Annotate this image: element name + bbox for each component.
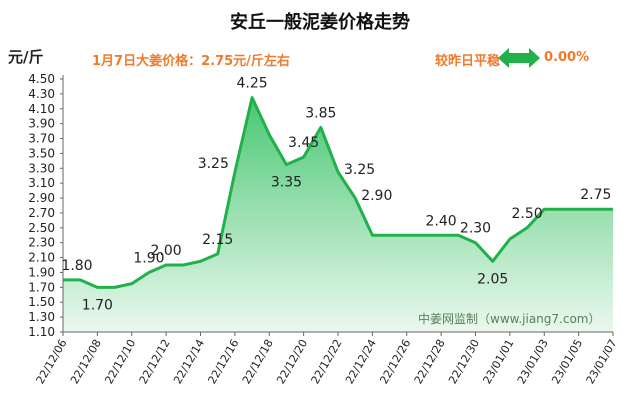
x-axis-ticks: 22/12/0622/12/0822/12/1022/12/1222/12/14… xyxy=(34,332,620,386)
x-tick-label: 22/12/14 xyxy=(171,337,207,386)
y-tick-label: 2.50 xyxy=(28,221,55,235)
data-label: 2.50 xyxy=(511,206,542,222)
data-labels: 1.80 1.70 1.902.00 2.15 3.25 4.25 3.35 3.45 3.85… xyxy=(61,76,611,314)
y-tick-label: 1.70 xyxy=(28,280,55,294)
change-percent: 0.00% xyxy=(544,50,590,65)
data-label: 2.90 xyxy=(361,188,392,204)
y-tick-label: 3.30 xyxy=(28,161,55,175)
area-fill xyxy=(63,97,613,332)
y-tick-label: 2.30 xyxy=(28,236,55,250)
data-label: 2.05 xyxy=(477,271,508,287)
x-tick-label: 22/12/26 xyxy=(377,337,413,386)
x-tick-label: 22/12/22 xyxy=(309,337,345,386)
x-tick-label: 23/01/03 xyxy=(515,337,551,386)
data-label: 3.35 xyxy=(271,175,302,191)
y-tick-label: 2.90 xyxy=(28,191,55,205)
series-line xyxy=(63,96,613,289)
data-label: 4.25 xyxy=(236,76,267,92)
y-tick-label: 3.50 xyxy=(28,146,55,160)
x-tick-label: 23/01/01 xyxy=(481,337,517,386)
x-tick-label: 22/12/24 xyxy=(343,337,379,386)
x-tick-label: 22/12/16 xyxy=(206,337,242,386)
price-info: 1月7日大姜价格：2.75元/斤左右 xyxy=(92,54,290,69)
y-tick-label: 1.50 xyxy=(28,295,55,309)
x-tick-label: 22/12/30 xyxy=(446,337,482,386)
y-axis-ticks: 1.101.301.501.701.902.102.302.502.702.90… xyxy=(28,72,63,339)
y-tick-label: 4.50 xyxy=(28,72,55,86)
data-label: 2.40 xyxy=(426,213,457,229)
data-label: 3.25 xyxy=(198,156,229,172)
x-tick-label: 23/01/07 xyxy=(584,337,620,386)
data-label: 2.15 xyxy=(202,232,233,248)
data-label: 1.80 xyxy=(61,258,92,274)
chart-title: 安丘一般泥姜价格走势 xyxy=(230,12,410,33)
y-tick-label: 1.30 xyxy=(28,310,55,324)
y-tick-label: 3.10 xyxy=(28,176,55,190)
trend-text: 较昨日平稳 xyxy=(435,54,501,69)
y-tick-label: 3.70 xyxy=(28,132,55,146)
x-tick-label: 22/12/28 xyxy=(412,337,448,386)
y-tick-label: 3.90 xyxy=(28,117,55,131)
area-layer xyxy=(63,96,613,332)
y-tick-label: 4.10 xyxy=(28,102,55,116)
data-label: 2.75 xyxy=(580,187,611,203)
y-tick-label: 1.10 xyxy=(28,325,55,339)
x-tick-label: 22/12/08 xyxy=(68,337,104,386)
x-tick-label: 22/12/06 xyxy=(34,337,70,386)
x-tick-label: 22/12/18 xyxy=(240,337,276,386)
y-tick-label: 2.10 xyxy=(28,251,55,265)
x-tick-label: 22/12/10 xyxy=(102,337,138,386)
double-arrow-icon xyxy=(498,48,540,68)
x-tick-label: 22/12/12 xyxy=(137,337,173,386)
y-tick-label: 4.30 xyxy=(28,87,55,101)
data-label: 2.30 xyxy=(460,221,491,237)
watermark: 中姜网监制（www.jiang7.com） xyxy=(418,311,600,326)
unit-label: 元/斤 xyxy=(8,48,44,66)
data-label: 3.45 xyxy=(288,135,319,151)
y-tick-label: 2.70 xyxy=(28,206,55,220)
data-label: 1.90 xyxy=(133,250,164,266)
data-label: 1.70 xyxy=(82,297,113,313)
y-tick-label: 1.90 xyxy=(28,265,55,279)
data-label: 2.00 xyxy=(151,243,182,259)
data-label: 3.85 xyxy=(305,105,336,121)
x-tick-label: 22/12/20 xyxy=(274,337,310,386)
x-tick-label: 23/01/05 xyxy=(549,337,585,386)
data-label: 3.25 xyxy=(344,162,375,178)
